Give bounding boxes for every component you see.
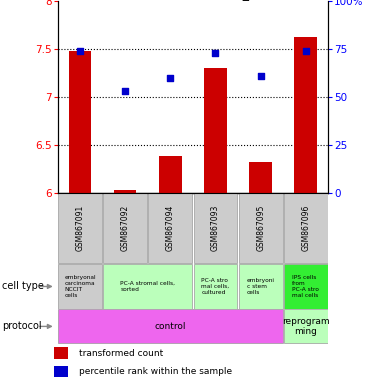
Text: PC-A stro
mal cells,
cultured: PC-A stro mal cells, cultured <box>201 278 230 295</box>
Bar <box>159 156 182 193</box>
FancyBboxPatch shape <box>194 194 237 263</box>
FancyBboxPatch shape <box>284 264 328 309</box>
Text: embryoni
c stem
cells: embryoni c stem cells <box>247 278 275 295</box>
FancyBboxPatch shape <box>58 310 283 343</box>
Text: GSM867094: GSM867094 <box>166 205 175 252</box>
Point <box>167 74 173 81</box>
Point <box>303 48 309 54</box>
Bar <box>249 162 272 193</box>
Text: reprogram
ming: reprogram ming <box>282 317 329 336</box>
Bar <box>114 190 137 193</box>
Text: GSM867096: GSM867096 <box>301 205 310 252</box>
Text: GSM867092: GSM867092 <box>121 205 130 252</box>
Bar <box>69 51 91 193</box>
Text: control: control <box>155 322 186 331</box>
FancyBboxPatch shape <box>58 194 102 263</box>
Bar <box>295 37 317 193</box>
Bar <box>54 366 68 377</box>
Text: GSM867091: GSM867091 <box>76 205 85 252</box>
FancyBboxPatch shape <box>58 264 102 309</box>
Text: protocol: protocol <box>2 321 42 331</box>
Text: embryonal
carcinoma
NCCIT
cells: embryonal carcinoma NCCIT cells <box>64 275 96 298</box>
Text: GSM867095: GSM867095 <box>256 205 265 252</box>
Point <box>77 48 83 54</box>
Text: IPS cells
from
PC-A stro
mal cells: IPS cells from PC-A stro mal cells <box>292 275 319 298</box>
Text: transformed count: transformed count <box>79 349 163 358</box>
Point <box>213 50 219 56</box>
Point <box>257 73 263 79</box>
FancyBboxPatch shape <box>103 194 147 263</box>
FancyBboxPatch shape <box>103 264 192 309</box>
FancyBboxPatch shape <box>239 264 283 309</box>
Text: PC-A stromal cells,
sorted: PC-A stromal cells, sorted <box>120 281 175 292</box>
FancyBboxPatch shape <box>148 194 192 263</box>
Text: cell type: cell type <box>2 281 44 291</box>
FancyBboxPatch shape <box>239 194 283 263</box>
FancyBboxPatch shape <box>284 310 328 343</box>
Text: percentile rank within the sample: percentile rank within the sample <box>79 367 232 376</box>
FancyBboxPatch shape <box>194 264 237 309</box>
Bar <box>54 347 68 359</box>
Text: GSM867093: GSM867093 <box>211 205 220 252</box>
Bar <box>204 68 227 193</box>
Point <box>122 88 128 94</box>
FancyBboxPatch shape <box>284 194 328 263</box>
